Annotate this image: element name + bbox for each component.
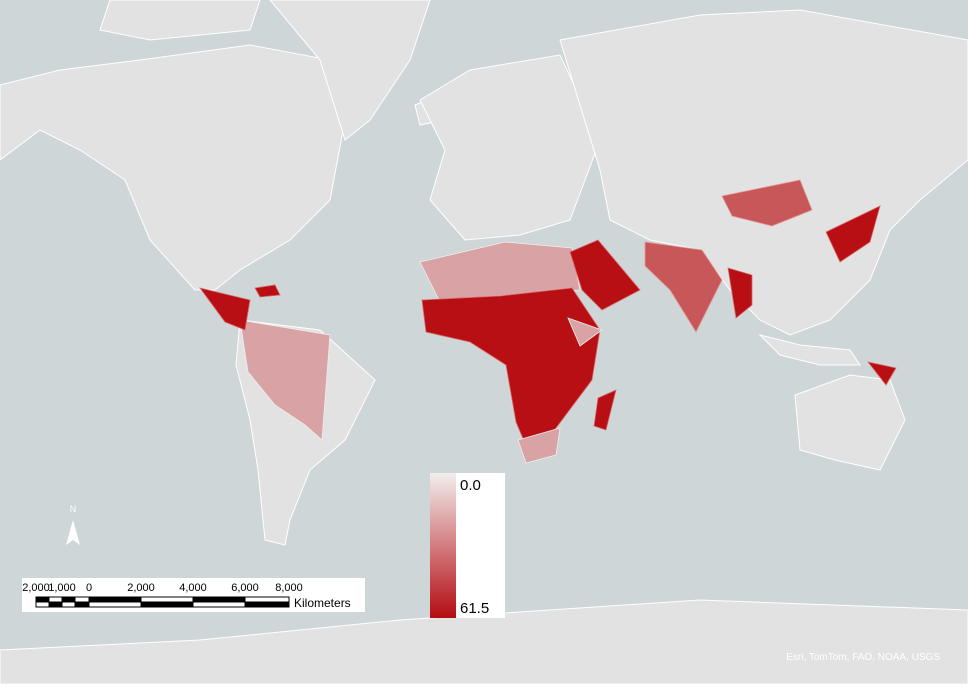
- scale-segment: [244, 596, 290, 603]
- north-label: N: [70, 504, 77, 514]
- north-arrow: N: [66, 504, 80, 545]
- scale-segment: [35, 601, 50, 608]
- scale-segment: [140, 601, 194, 608]
- scale-segment: [192, 601, 246, 608]
- attribution: Esri, TomTom, FAO, NOAA, USGS: [786, 652, 940, 663]
- scale-segment: [35, 596, 50, 603]
- legend-max: 61.5: [460, 600, 489, 617]
- scale-segment: [244, 601, 290, 608]
- scale-segment: [61, 596, 76, 603]
- scale-segment: [88, 596, 142, 603]
- scale-unit: Kilometers: [294, 596, 351, 610]
- scale-label: 1,000: [48, 582, 76, 594]
- legend: 0.0 61.5: [430, 473, 505, 618]
- scale-label: 2,000: [127, 582, 155, 594]
- scale-segment: [88, 601, 142, 608]
- scale-segment: [74, 601, 90, 608]
- scale-segment: [192, 596, 246, 603]
- scale-label: 6,000: [231, 582, 259, 594]
- scale-segment: [74, 596, 90, 603]
- scale-segment: [140, 596, 194, 603]
- scale-label: 4,000: [179, 582, 207, 594]
- legend-min: 0.0: [460, 477, 481, 494]
- north-arrow-icon: [66, 520, 80, 545]
- scale-segment: [48, 596, 63, 603]
- scale-label: 8,000: [275, 582, 303, 594]
- scale-label: 2,000: [22, 582, 50, 594]
- shaded-regions: [199, 179, 897, 464]
- scale-label: 0: [86, 582, 92, 594]
- scale-segment: [48, 601, 63, 608]
- scale-segment: [61, 601, 76, 608]
- legend-gradient: [430, 473, 456, 618]
